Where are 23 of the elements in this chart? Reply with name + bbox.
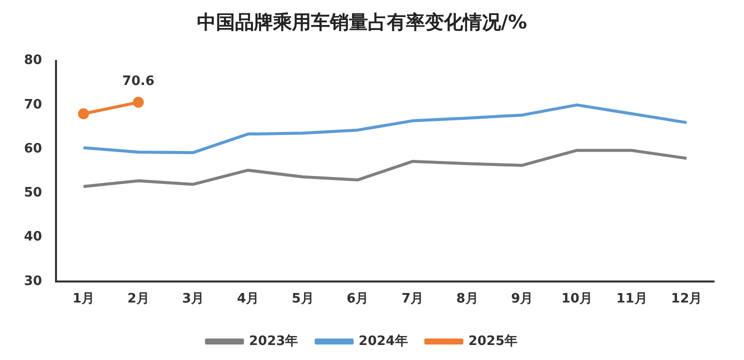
- x-tick-label: 5月: [292, 292, 314, 307]
- chart-title: 中国品牌乘用车销量占有率变化情况/%: [197, 11, 527, 34]
- x-tick-label: 12月: [671, 292, 702, 307]
- data-label: 70.6: [122, 74, 154, 90]
- y-tick-label: 70: [24, 97, 42, 112]
- x-tick-label: 6月: [346, 292, 369, 307]
- x-tick-label: 3月: [182, 292, 204, 307]
- y-tick-label: 30: [24, 274, 42, 289]
- y-tick-label: 60: [24, 141, 42, 156]
- x-tick-label: 7月: [401, 292, 424, 307]
- x-tick-label: 1月: [72, 292, 95, 307]
- y-tick-label: 40: [24, 230, 42, 245]
- legend-label: 2025年: [468, 334, 518, 349]
- y-tick-label: 80: [24, 53, 42, 68]
- legend-label: 2024年: [358, 334, 408, 349]
- legend-label: 2023年: [248, 334, 298, 349]
- x-tick-label: 10月: [561, 292, 592, 307]
- x-tick-label: 4月: [236, 292, 260, 307]
- y-tick-label: 50: [24, 186, 42, 201]
- x-tick-label: 2月: [127, 292, 150, 307]
- x-tick-label: 11月: [616, 292, 648, 307]
- x-tick-label: 9月: [511, 292, 534, 307]
- x-tick-label: 8月: [456, 292, 478, 307]
